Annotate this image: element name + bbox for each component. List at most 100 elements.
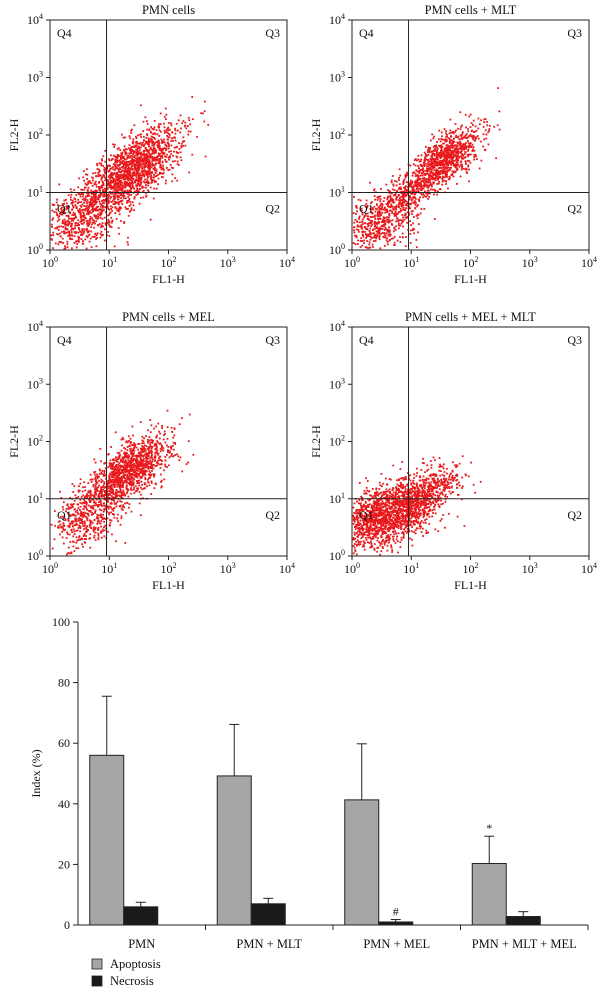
scatter-point (129, 160, 132, 162)
scatter-point (135, 137, 138, 139)
scatter-point (382, 221, 384, 224)
scatter-point (100, 208, 103, 211)
scatter-point (104, 467, 107, 470)
scatter-point (422, 177, 425, 180)
scatter-point (203, 110, 206, 113)
scatter-point (101, 222, 104, 225)
scatter-point (364, 246, 367, 248)
scatter-point (108, 174, 111, 177)
scatter-point (131, 425, 134, 428)
scatter-point (415, 188, 418, 191)
scatter-point (177, 164, 180, 166)
scatter-point (110, 179, 112, 182)
scatter-point (98, 484, 100, 487)
scatter-point (152, 141, 155, 143)
scatter-point (61, 203, 64, 205)
scatter-point (364, 226, 367, 228)
scatter-point (413, 159, 416, 161)
scatter-point (398, 186, 401, 189)
scatter-point (136, 169, 139, 172)
scatter-point (393, 235, 396, 238)
scatter-point (164, 182, 167, 185)
scatter-point (78, 201, 81, 204)
scatter-point (135, 454, 138, 457)
scatter-point (102, 489, 104, 491)
scatter-point (129, 185, 132, 188)
scatter-point (77, 238, 80, 241)
scatter-point (137, 180, 140, 183)
scatter-point (409, 233, 412, 235)
scatter-point (125, 468, 128, 471)
scatter-point (139, 465, 142, 467)
scatter-point (466, 136, 469, 139)
scatter-point (140, 467, 143, 470)
scatter-point (98, 194, 100, 197)
scatter-point (450, 135, 453, 138)
scatter-point (441, 135, 443, 138)
scatter-point (167, 451, 169, 454)
scatter-point (101, 204, 103, 207)
scatter-point (389, 209, 392, 212)
scatter-point (131, 472, 133, 475)
scatter-point (100, 211, 103, 214)
scatter-point (418, 160, 421, 163)
scatter-point (134, 468, 137, 471)
scatter-point (89, 473, 92, 476)
scatter-point (67, 215, 70, 218)
scatter-point (460, 168, 463, 171)
scatter-point (118, 175, 120, 178)
scatter-point (131, 185, 134, 188)
scatter-point (88, 220, 91, 222)
scatter-point (112, 481, 115, 483)
scatter-point (109, 479, 112, 482)
scatter-point (150, 153, 153, 156)
scatter-point (427, 173, 429, 175)
scatter-point (104, 206, 107, 208)
scatter-point (129, 170, 131, 172)
scatter-point (109, 176, 112, 178)
scatter-point (153, 126, 156, 129)
scatter-point (62, 219, 64, 222)
scatter-point (63, 199, 66, 202)
scatter-point (459, 151, 462, 154)
scatter-point (392, 208, 395, 210)
scatter-point (364, 231, 366, 233)
scatter-point (395, 207, 397, 210)
scatter-point (157, 125, 160, 128)
scatter-point (396, 195, 399, 198)
scatter-point (424, 190, 426, 193)
scatter-point (61, 213, 64, 216)
scatter-point (382, 235, 385, 238)
scatter-point (99, 194, 102, 196)
scatter-point (379, 226, 382, 229)
scatter-point (428, 151, 431, 154)
scatter-point (164, 456, 167, 458)
scatter-point (132, 444, 135, 446)
scatter-point (184, 124, 187, 127)
scatter-point (399, 197, 401, 199)
scatter-point (108, 159, 111, 162)
scatter-point (416, 217, 419, 220)
scatter-point (140, 451, 142, 454)
scatter-point (75, 224, 78, 227)
scatter-point (153, 474, 155, 477)
scatter-point (385, 203, 388, 205)
scatter-point (141, 451, 144, 454)
scatter-point (144, 453, 147, 456)
scatter-point (383, 197, 386, 199)
scatter-point (100, 213, 103, 216)
scatter-point (94, 461, 97, 464)
scatter-point (146, 180, 149, 183)
scatter-point (157, 422, 160, 425)
scatter-point (87, 213, 90, 215)
scatter-point (109, 467, 112, 469)
scatter-point (176, 156, 179, 159)
scatter-point (111, 499, 113, 501)
scatter-point (176, 162, 179, 165)
scatter-point (418, 171, 421, 174)
scatter-point (454, 123, 457, 125)
scatter-point (160, 172, 162, 175)
scatter-point (462, 144, 464, 146)
scatter-point (371, 208, 374, 211)
scatter-point (445, 135, 447, 138)
